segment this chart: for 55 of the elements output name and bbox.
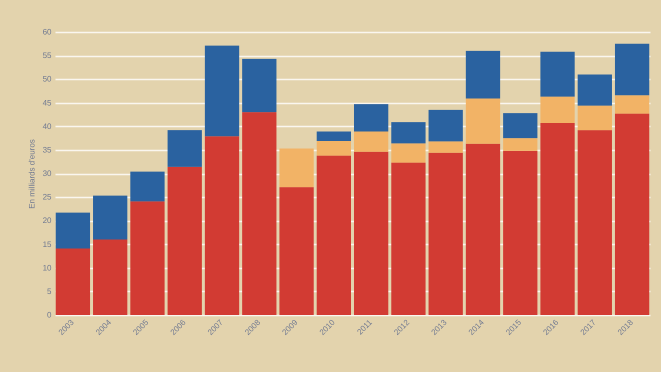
- y-tick-label: 55: [42, 51, 52, 60]
- bar: [503, 113, 538, 138]
- bar: [614, 95, 650, 114]
- y-tick-label: 5: [47, 286, 52, 296]
- bar: [578, 130, 612, 315]
- bar: [204, 46, 240, 136]
- y-tick-label: 20: [42, 216, 52, 226]
- bar: [578, 74, 612, 106]
- bar: [614, 44, 650, 96]
- bar: [354, 104, 388, 132]
- bar: [130, 201, 165, 315]
- bar: [93, 196, 128, 240]
- y-tick-label: 45: [42, 98, 52, 108]
- bar: [93, 240, 128, 315]
- y-tick-label: 0: [47, 310, 52, 320]
- y-tick-label: 10: [42, 263, 52, 272]
- bar: [540, 96, 575, 124]
- bar: [614, 114, 650, 315]
- bar: [466, 144, 500, 315]
- bar: [354, 132, 388, 152]
- bar: [316, 132, 352, 141]
- bar: [428, 110, 463, 142]
- bar: [428, 152, 463, 315]
- bar: [204, 136, 240, 315]
- y-tick-label: 15: [42, 240, 52, 249]
- bar: [168, 130, 202, 167]
- bar: [56, 212, 90, 248]
- bar: [540, 52, 575, 97]
- bar: [503, 150, 538, 315]
- y-tick-label: 30: [42, 169, 52, 178]
- y-tick-label: 35: [42, 145, 52, 154]
- bar: [466, 50, 500, 99]
- bar: [279, 187, 314, 315]
- bar: [466, 98, 500, 144]
- y-tick-label: 40: [42, 122, 52, 131]
- y-tick-label: 25: [42, 192, 52, 202]
- bar: [503, 138, 538, 151]
- bar: [391, 122, 426, 144]
- y-tick-label: 50: [42, 74, 52, 84]
- y-axis-title: En milliards d'euros: [28, 139, 37, 209]
- bar: [316, 156, 352, 315]
- bar: [391, 162, 426, 315]
- y-tick-label: 60: [42, 28, 52, 36]
- bar: [242, 112, 276, 315]
- bar: [316, 140, 352, 156]
- bar: [242, 58, 276, 112]
- bar: [56, 248, 90, 315]
- bar: [168, 166, 202, 315]
- bar: [130, 172, 165, 202]
- bar: [391, 143, 426, 163]
- bar: [279, 148, 314, 188]
- bar: [540, 123, 575, 315]
- bar: [428, 141, 463, 153]
- bar: [354, 152, 388, 315]
- bar: [578, 106, 612, 130]
